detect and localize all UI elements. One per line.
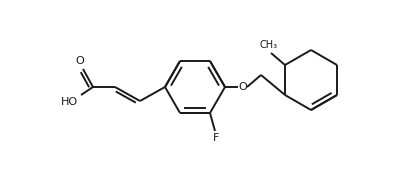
Text: CH₃: CH₃ xyxy=(260,40,278,50)
Text: O: O xyxy=(76,56,84,66)
Text: O: O xyxy=(239,82,247,92)
Text: F: F xyxy=(213,133,219,143)
Text: HO: HO xyxy=(60,97,78,107)
